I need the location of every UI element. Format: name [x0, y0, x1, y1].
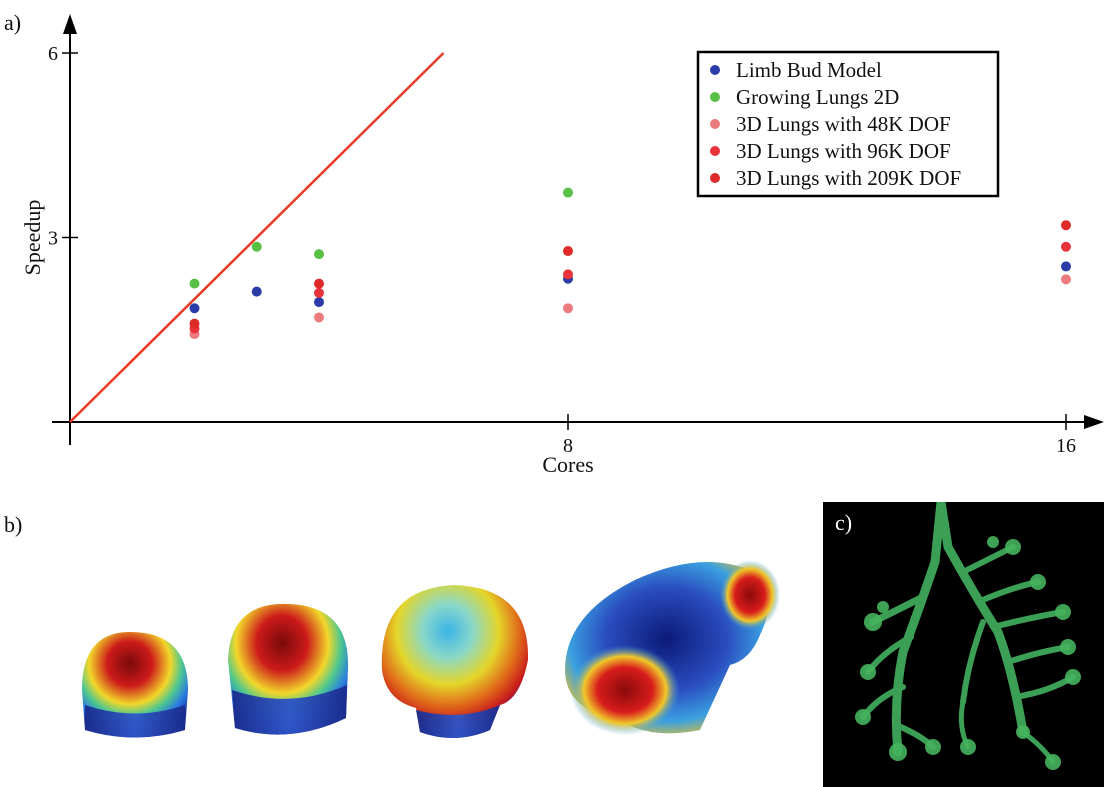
data-points — [189, 187, 1071, 340]
axis-ticks: 8 16 3 6 — [48, 43, 1076, 457]
data-point-series-2 — [189, 278, 200, 289]
legend-marker-2 — [710, 92, 720, 102]
data-point-series-5 — [189, 318, 200, 329]
legend-label-2: Growing Lungs 2D — [736, 85, 899, 109]
ideal-speedup-line — [69, 52, 445, 423]
data-point-series-3 — [314, 312, 324, 323]
data-point-series-4 — [314, 287, 324, 298]
data-point-series-5 — [563, 246, 573, 257]
y-axis-arrow — [63, 14, 77, 34]
legend-marker-4 — [710, 146, 720, 156]
legend: Limb Bud Model Growing Lungs 2D 3D Lungs w… — [696, 50, 1000, 198]
data-point-series-2 — [314, 249, 324, 260]
data-point-series-2 — [563, 187, 573, 198]
y-tick-label: 6 — [48, 43, 58, 65]
legend-label-4: 3D Lungs with 96K DOF — [736, 139, 951, 163]
data-point-series-5 — [314, 278, 324, 289]
limb-bud-renderings — [82, 560, 780, 739]
data-point-series-1 — [251, 286, 262, 297]
legend-box — [696, 50, 1000, 198]
data-point-series-3 — [563, 303, 573, 314]
x-axis-arrow — [1084, 415, 1104, 429]
y-tick-label: 3 — [48, 228, 58, 250]
data-point-series-1 — [1061, 261, 1071, 272]
panel-label-b: b) — [4, 512, 23, 537]
data-point-series-3 — [1061, 274, 1071, 285]
x-tick-label: 16 — [1056, 435, 1076, 457]
legend-label-3: 3D Lungs with 48K DOF — [736, 112, 951, 136]
legend-marker-3 — [710, 119, 720, 129]
y-axis-title: Speedup — [20, 200, 45, 276]
data-point-series-4 — [563, 269, 573, 280]
data-point-series-5 — [1061, 220, 1071, 231]
panel-label-c: c) — [835, 510, 853, 535]
data-point-series-1 — [314, 297, 324, 308]
limb-bud-shape-3 — [381, 585, 529, 739]
speedup-chart: Cores Speedup 8 16 3 6 Limb Bud Model Growing… — [20, 14, 1104, 477]
ideal-speedup-line-group — [69, 52, 445, 423]
x-tick-label: 8 — [563, 435, 573, 457]
branching-lung-drawing — [855, 502, 1081, 770]
legend-marker-1 — [710, 65, 720, 75]
panel-label-a: a) — [4, 10, 22, 35]
data-point-series-2 — [251, 241, 262, 252]
legend-marker-5 — [710, 173, 720, 183]
legend-label-1: Limb Bud Model — [736, 58, 882, 82]
data-point-series-1 — [189, 303, 200, 314]
lung-microscopy-image: c) — [823, 502, 1104, 787]
legend-label-5: 3D Lungs with 209K DOF — [736, 166, 961, 190]
data-point-series-4 — [1061, 241, 1071, 252]
x-axis-title: Cores — [542, 452, 593, 477]
